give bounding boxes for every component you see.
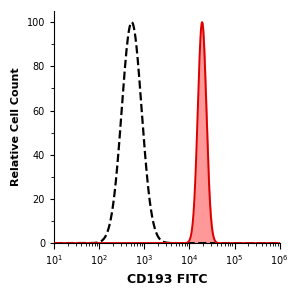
Y-axis label: Relative Cell Count: Relative Cell Count [11, 68, 21, 187]
X-axis label: CD193 FITC: CD193 FITC [127, 273, 207, 286]
